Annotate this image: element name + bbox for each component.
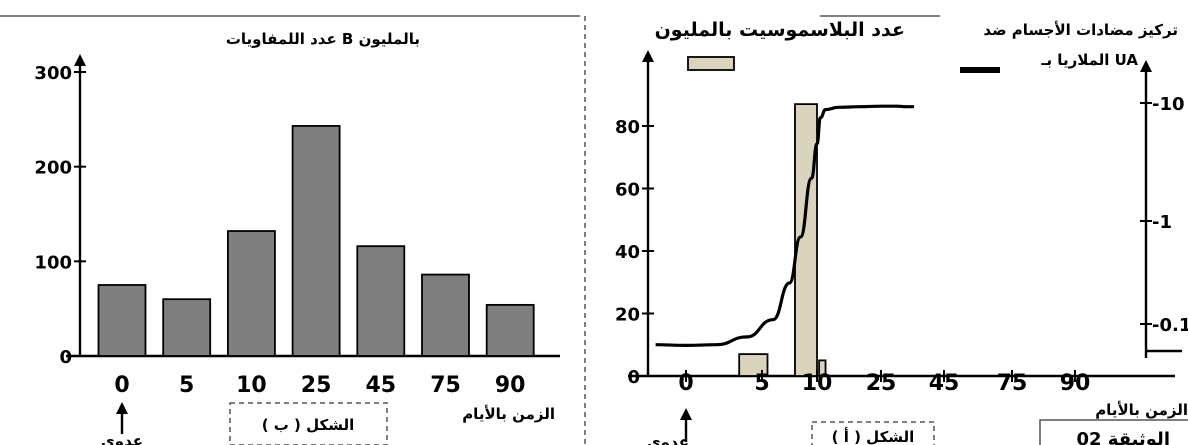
- chart-a-bar: [738, 353, 769, 377]
- chart-a-xtick-label: 75: [997, 371, 1028, 396]
- chart-b-yticks: 0 100 200 300: [34, 63, 86, 368]
- chart-a-ylabel-right-1: تركيز مضادات الأجسام ضد: [983, 21, 1178, 39]
- chart-a-infection-label: عدوى: [647, 433, 689, 445]
- chart-b-bar: [291, 125, 341, 357]
- chart-b-xlabel: الزمن بالأيام: [462, 405, 555, 423]
- chart-b-xtick-label: 45: [365, 373, 396, 398]
- chart-b-bar: [226, 230, 276, 357]
- chart-a-xtick-label: 5: [754, 371, 769, 396]
- chart-b-xtick-label: 10: [236, 373, 267, 398]
- chart-a-ylabel-left: عدد البلاسموسيت بالمليون: [655, 19, 905, 41]
- chart-b-xtick-label: 0: [114, 373, 129, 398]
- chart-a-xtick-label: 10: [802, 371, 833, 396]
- footer-text: الوثيقة 02: [1076, 429, 1170, 445]
- chart-a-bar: [818, 359, 827, 377]
- chart-b-bar: [421, 273, 470, 357]
- chart-b-bar: [162, 298, 212, 357]
- antibody-curve: [655, 104, 915, 348]
- chart-b-bar: [485, 303, 535, 357]
- chart-b: عدد اللمفاويات B بالمليون 0 100 200 300 0 5 1…: [34, 30, 560, 445]
- footer-box: [1039, 419, 1188, 445]
- chart-b-bar: [356, 245, 406, 357]
- chart-b-infection-label: عدوى: [101, 432, 143, 445]
- chart-b-ytick-label: 200: [34, 158, 72, 179]
- chart-a-ytick-label: 60: [615, 180, 640, 201]
- chart-b-bars: [97, 125, 535, 357]
- chart-a-bar: [794, 103, 818, 377]
- chart-a-xlabel: الزمن بالأيام: [1095, 401, 1188, 419]
- chart-a-xticks: 0 5 10 25 45 75 90: [678, 370, 1090, 396]
- chart-b-ytick-label: 300: [34, 63, 72, 84]
- chart-b-xtick-label: 25: [301, 373, 332, 398]
- chart-b-ytick-label: 0: [59, 347, 72, 368]
- chart-b-xtick-label: 5: [179, 373, 194, 398]
- chart-a-ytick-right-label: -10: [1152, 94, 1185, 115]
- chart-b-xtick-label: 90: [495, 373, 526, 398]
- chart-a-yticks-left: 0 20 40 60 80: [615, 117, 654, 388]
- chart-a-ytick-label: 20: [615, 305, 640, 326]
- chart-b-ylabel: عدد اللمفاويات B بالمليون: [226, 30, 420, 48]
- chart-a-xtick-label: 45: [929, 371, 960, 396]
- chart-a-bars: [738, 103, 827, 377]
- chart-b-title: الشكل ( ب ): [262, 416, 355, 434]
- chart-a: عدد البلاسموسيت بالمليون تركيز مضادات ال…: [615, 19, 1188, 445]
- chart-b-xtick-label: 75: [430, 373, 461, 398]
- chart-a-ytick-right-label: -0.1: [1152, 315, 1188, 336]
- chart-b-ytick-label: 100: [34, 252, 72, 273]
- chart-b-xticks: 0 5 10 25 45 75 90: [114, 373, 525, 398]
- chart-a-ytick-label: 40: [615, 242, 640, 263]
- chart-a-xtick-label: 25: [866, 371, 897, 396]
- chart-a-title-box: [811, 421, 935, 445]
- chart-a-xtick-label: 0: [678, 371, 693, 396]
- chart-b-bar: [97, 284, 147, 357]
- chart-a-ytick-label: 0: [627, 367, 640, 388]
- legend-plasmocyte-swatch: [687, 56, 735, 71]
- chart-a-yticks-right: -0.1 -1 -10: [1140, 94, 1188, 336]
- chart-a-ylabel-right-2: الملاريا بـ UA: [1040, 51, 1138, 69]
- chart-a-xtick-label: 90: [1060, 371, 1091, 396]
- chart-a-ytick-right-label: -1: [1152, 212, 1172, 233]
- chart-a-ytick-label: 80: [615, 117, 640, 138]
- chart-a-title: الشكل ( أ ): [832, 427, 915, 445]
